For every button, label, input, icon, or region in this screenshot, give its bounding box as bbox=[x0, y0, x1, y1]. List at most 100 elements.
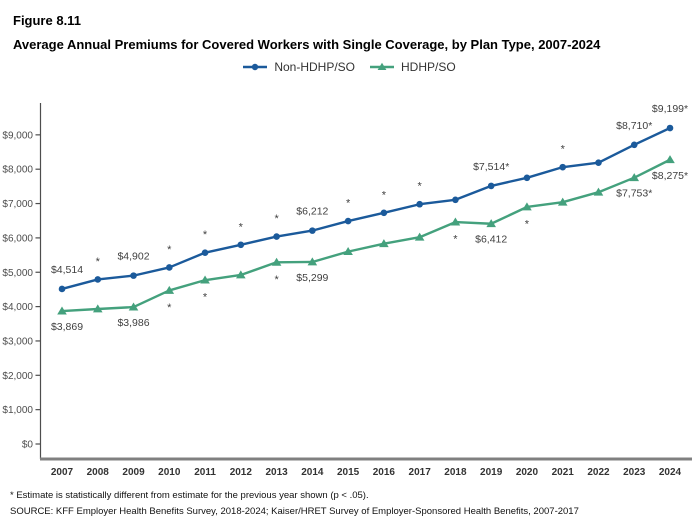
x-tick-label: 2012 bbox=[230, 467, 253, 478]
data-point-label: $4,902 bbox=[117, 251, 149, 263]
data-point-marker bbox=[379, 239, 389, 248]
data-point-marker bbox=[523, 174, 531, 182]
data-point-marker bbox=[557, 197, 568, 206]
data-point-marker bbox=[666, 124, 674, 132]
data-point-marker bbox=[94, 276, 102, 283]
data-point-marker bbox=[128, 302, 139, 311]
series-line-hdhp-so bbox=[61, 158, 671, 313]
y-tick-label: $1,000 bbox=[2, 405, 33, 416]
data-point-label: $6,412 bbox=[475, 234, 507, 246]
data-point-marker bbox=[629, 173, 640, 182]
data-point-label: $6,212 bbox=[296, 206, 328, 218]
significance-asterisk: * bbox=[96, 256, 101, 268]
x-tick-label: 2010 bbox=[158, 467, 181, 478]
data-point-marker bbox=[593, 187, 604, 196]
legend-label: Non-HDHP/SO bbox=[274, 60, 355, 74]
x-tick-label: 2024 bbox=[659, 467, 682, 478]
data-point-marker bbox=[271, 257, 282, 266]
data-point-marker bbox=[452, 196, 459, 204]
significance-asterisk: * bbox=[167, 244, 172, 256]
significance-asterisk: * bbox=[274, 213, 279, 225]
data-point-marker bbox=[130, 272, 137, 279]
y-tick-label: $3,000 bbox=[2, 336, 33, 347]
data-point-marker bbox=[343, 247, 353, 256]
significance-asterisk: * bbox=[561, 144, 566, 156]
legend-marker-glyph bbox=[377, 62, 387, 70]
legend-label: HDHP/SO bbox=[401, 60, 456, 74]
significance-asterisk: * bbox=[274, 274, 279, 286]
figure-number: Figure 8.11 bbox=[13, 13, 81, 28]
series-line-non-hdhp-so bbox=[61, 126, 671, 291]
data-point-label: $3,986 bbox=[117, 317, 149, 329]
x-tick-label: 2009 bbox=[122, 467, 145, 478]
significance-asterisk: * bbox=[453, 234, 458, 246]
y-tick-label: $8,000 bbox=[2, 165, 33, 176]
data-point-marker bbox=[165, 264, 173, 271]
data-point-label: $8,275* bbox=[652, 170, 688, 182]
y-tick-label: $7,000 bbox=[2, 199, 33, 210]
x-tick-label: 2023 bbox=[623, 467, 646, 478]
x-tick-label: 2018 bbox=[444, 467, 467, 478]
data-point-marker bbox=[200, 275, 210, 284]
x-tick-label: 2019 bbox=[480, 467, 503, 478]
data-point-marker bbox=[630, 141, 638, 149]
data-point-marker bbox=[344, 217, 352, 225]
significance-asterisk: * bbox=[382, 189, 387, 201]
legend-item-hdhp-so: HDHP/SO bbox=[369, 60, 456, 74]
data-point-marker bbox=[450, 217, 461, 226]
significance-asterisk: * bbox=[239, 221, 244, 233]
y-tick-label: $2,000 bbox=[2, 371, 33, 382]
data-point-marker bbox=[164, 285, 175, 294]
data-point-marker bbox=[522, 202, 532, 211]
data-point-marker bbox=[487, 182, 495, 190]
data-point-marker bbox=[273, 233, 280, 240]
significance-asterisk: * bbox=[525, 218, 530, 230]
significance-footnote: * Estimate is statistically different fr… bbox=[10, 490, 369, 501]
data-point-marker bbox=[237, 241, 245, 249]
data-point-marker bbox=[665, 155, 675, 164]
y-tick-label: $5,000 bbox=[2, 268, 33, 279]
x-tick-label: 2021 bbox=[552, 467, 575, 478]
data-point-marker bbox=[307, 257, 318, 266]
x-tick-label: 2014 bbox=[301, 467, 324, 478]
x-tick-label: 2017 bbox=[409, 467, 432, 478]
chart-title: Average Annual Premiums for Covered Work… bbox=[13, 37, 601, 52]
data-point-label: $9,199* bbox=[652, 103, 688, 115]
significance-asterisk: * bbox=[203, 292, 208, 304]
data-point-label: $4,514 bbox=[51, 264, 83, 276]
y-tick-label: $4,000 bbox=[2, 302, 33, 313]
x-tick-label: 2011 bbox=[194, 467, 216, 478]
x-tick-label: 2022 bbox=[587, 467, 610, 478]
x-tick-label: 2007 bbox=[51, 467, 74, 478]
x-tick-label: 2013 bbox=[265, 467, 288, 478]
data-point-label: $8,710* bbox=[616, 120, 652, 132]
data-point-marker bbox=[559, 163, 567, 171]
line-circle-marker-icon bbox=[243, 63, 268, 71]
significance-asterisk: * bbox=[203, 229, 208, 241]
x-tick-label: 2016 bbox=[373, 467, 396, 478]
data-point-marker bbox=[486, 219, 496, 228]
data-point-label: $3,869 bbox=[51, 321, 83, 333]
data-point-marker bbox=[380, 209, 388, 217]
significance-asterisk: * bbox=[346, 198, 351, 210]
legend-item-non-hdhp-so: Non-HDHP/SO bbox=[242, 60, 355, 74]
source-footnote: SOURCE: KFF Employer Health Benefits Sur… bbox=[10, 506, 579, 517]
data-point-marker bbox=[309, 227, 316, 234]
x-tick-label: 2020 bbox=[516, 467, 539, 478]
data-point-label: $5,299 bbox=[296, 272, 328, 284]
significance-asterisk: * bbox=[418, 181, 423, 193]
data-point-marker bbox=[58, 285, 66, 293]
legend-marker-glyph bbox=[252, 63, 259, 71]
data-point-label: $7,514* bbox=[473, 161, 509, 173]
y-tick-label: $0 bbox=[22, 440, 34, 451]
data-point-marker bbox=[416, 200, 423, 208]
data-point-marker bbox=[236, 270, 246, 279]
y-tick-label: $9,000 bbox=[2, 130, 33, 141]
significance-asterisk: * bbox=[167, 302, 172, 314]
data-point-marker bbox=[595, 159, 602, 166]
chart-legend: Non-HDHP/SO HDHP/SO bbox=[0, 60, 698, 74]
x-tick-label: 2015 bbox=[337, 467, 360, 478]
x-tick-label: 2008 bbox=[87, 467, 110, 478]
